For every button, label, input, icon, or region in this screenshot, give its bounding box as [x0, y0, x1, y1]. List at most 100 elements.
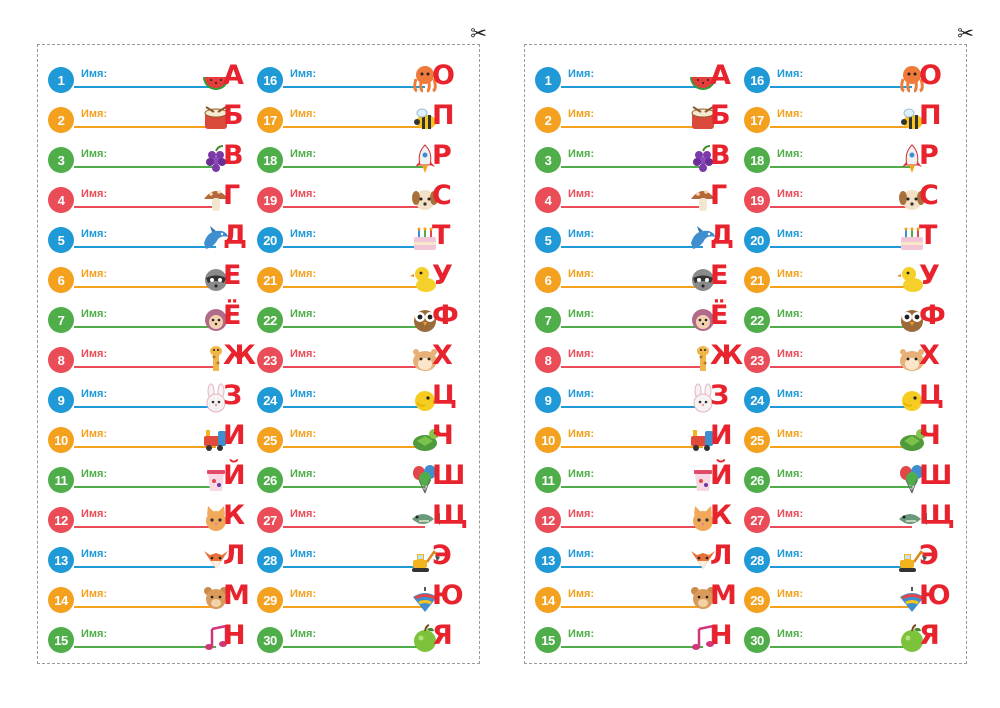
- name-label: Имя:: [777, 548, 804, 560]
- name-label: Имя:: [568, 548, 595, 560]
- cake-icon: [409, 223, 441, 255]
- name-label-row: 8 Имя: Ж: [48, 340, 258, 383]
- scissors-icon: ✂: [470, 21, 487, 45]
- rocket-icon: [896, 143, 928, 175]
- row-number-badge: 23: [744, 347, 770, 373]
- alphabet-letter: Й: [710, 460, 733, 491]
- name-label: Имя:: [777, 588, 804, 600]
- name-underline: [74, 246, 216, 248]
- octopus-icon: [896, 63, 928, 95]
- name-label: Имя:: [568, 148, 595, 160]
- alphabet-letter: М: [710, 580, 737, 611]
- name-underline: [770, 326, 912, 328]
- row-number-badge: 23: [257, 347, 283, 373]
- name-label: Имя:: [81, 548, 108, 560]
- cake-icon: [896, 223, 928, 255]
- name-label-row: 16 Имя: О: [257, 60, 467, 103]
- owl-icon: [409, 303, 441, 335]
- row-number-badge: 11: [48, 467, 74, 493]
- watermelon-icon: [200, 63, 232, 95]
- row-number-badge: 11: [535, 467, 561, 493]
- alphabet-letter: Б: [710, 100, 731, 131]
- pike-fish-icon: [896, 503, 928, 535]
- cat-icon: [687, 503, 719, 535]
- alphabet-letter: Э: [432, 540, 452, 571]
- alphabet-letter: Ч: [432, 420, 454, 451]
- name-label: Имя:: [777, 508, 804, 520]
- name-underline: [770, 206, 912, 208]
- grapes-icon: [200, 143, 232, 175]
- alphabet-letter: И: [710, 420, 733, 451]
- name-label-row: 27 Имя: Щ: [257, 500, 468, 543]
- name-label-row: 15 Имя: Н: [535, 620, 745, 663]
- name-label-row: 1 Имя: А: [48, 60, 258, 103]
- alphabet-letter: Е: [710, 260, 729, 291]
- name-label-row: 9 Имя: З: [535, 380, 745, 423]
- name-underline: [74, 326, 216, 328]
- label-column: 1 Имя: А 2 Имя: Б 3 Имя: В 4 Имя: Г 5 Имя: Д 6 Имя: Е 7 Имя…: [535, 60, 745, 663]
- name-underline: [561, 246, 703, 248]
- alphabet-letter: Л: [710, 540, 733, 571]
- owl-icon: [896, 303, 928, 335]
- row-number-badge: 17: [257, 107, 283, 133]
- name-underline: [283, 606, 425, 608]
- name-label-row: 28 Имя: Э: [257, 540, 467, 583]
- name-label: Имя:: [290, 388, 317, 400]
- name-label: Имя:: [290, 228, 317, 240]
- row-number-badge: 30: [257, 627, 283, 653]
- name-underline: [74, 606, 216, 608]
- name-label-row: 12 Имя: К: [48, 500, 258, 543]
- name-underline: [283, 446, 425, 448]
- row-number-badge: 7: [535, 307, 561, 333]
- name-label: Имя:: [290, 428, 317, 440]
- dolphin-icon: [687, 223, 719, 255]
- spinning-top-icon: [409, 583, 441, 615]
- row-number-badge: 29: [257, 587, 283, 613]
- name-underline: [74, 126, 216, 128]
- name-label: Имя:: [777, 68, 804, 80]
- name-underline: [770, 606, 912, 608]
- name-label-row: 16 Имя: О: [744, 60, 954, 103]
- row-number-badge: 16: [744, 67, 770, 93]
- name-underline: [283, 486, 425, 488]
- name-label: Имя:: [81, 508, 108, 520]
- turtle-icon: [896, 423, 928, 455]
- name-underline: [74, 446, 216, 448]
- mushroom-icon: [687, 183, 719, 215]
- alphabet-letter: Д: [710, 220, 735, 251]
- name-label-row: 27 Имя: Щ: [744, 500, 955, 543]
- name-label: Имя:: [81, 228, 108, 240]
- name-underline: [561, 286, 703, 288]
- name-label: Имя:: [568, 68, 595, 80]
- name-label: Имя:: [290, 588, 317, 600]
- row-number-badge: 25: [257, 427, 283, 453]
- row-number-badge: 15: [48, 627, 74, 653]
- name-label: Имя:: [81, 108, 108, 120]
- name-underline: [561, 166, 703, 168]
- alphabet-letter: О: [919, 60, 942, 91]
- bee-icon: [409, 103, 441, 135]
- row-number-badge: 18: [744, 147, 770, 173]
- name-underline: [770, 406, 912, 408]
- alphabet-letter: К: [710, 500, 733, 531]
- name-label-row: 1 Имя: А: [535, 60, 745, 103]
- name-label-row: 3 Имя: В: [535, 140, 745, 183]
- alphabet-letter: Ш: [432, 460, 466, 491]
- row-number-badge: 28: [257, 547, 283, 573]
- alphabet-letter: Х: [432, 340, 453, 371]
- name-label-row: 7 Имя: Ё: [535, 300, 745, 343]
- name-underline: [561, 606, 703, 608]
- alphabet-letter: Ж: [710, 340, 744, 371]
- name-label: Имя:: [81, 428, 108, 440]
- row-number-badge: 16: [257, 67, 283, 93]
- bee-icon: [896, 103, 928, 135]
- row-number-badge: 4: [535, 187, 561, 213]
- name-label-row: 7 Имя: Ё: [48, 300, 258, 343]
- name-label-row: 14 Имя: М: [48, 580, 258, 623]
- row-number-badge: 9: [48, 387, 74, 413]
- name-label: Имя:: [290, 508, 317, 520]
- toy-train-icon: [200, 423, 232, 455]
- name-label-row: 2 Имя: Б: [535, 100, 745, 143]
- row-number-badge: 25: [744, 427, 770, 453]
- name-underline: [561, 526, 703, 528]
